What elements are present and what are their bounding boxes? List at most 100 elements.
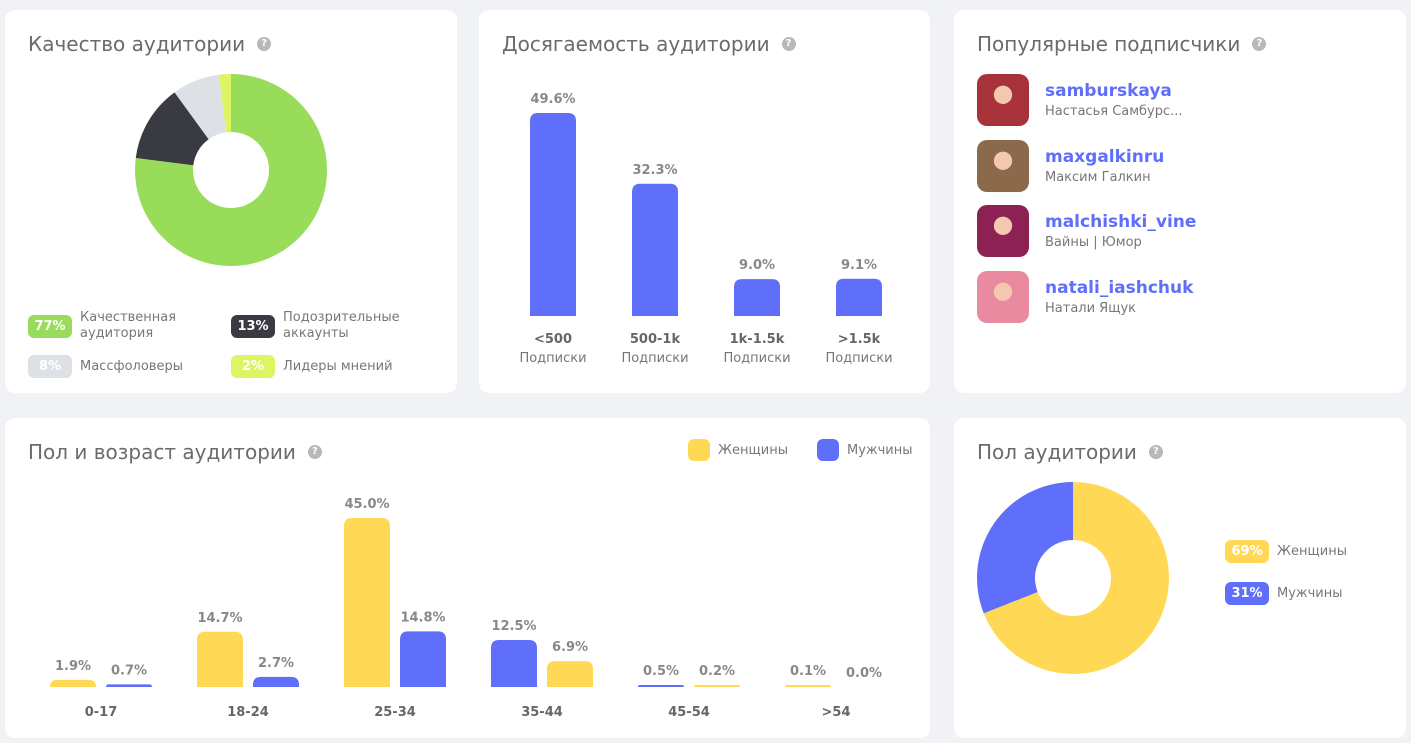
legend-male: 31% Мужчины bbox=[1225, 582, 1343, 605]
quality-slice-0[interactable] bbox=[135, 74, 327, 267]
badge: 8% bbox=[28, 355, 72, 378]
badge: 69% bbox=[1225, 540, 1269, 563]
popular-card: Популярные подписчики? samburskaya Настас… bbox=[954, 10, 1406, 393]
female-value-label: 6.9% bbox=[552, 640, 588, 655]
subscriber-item[interactable]: maxgalkinru Максим Галкин bbox=[977, 139, 1164, 192]
category-label: 1k-1.5k bbox=[730, 332, 785, 347]
gender-slice-1[interactable] bbox=[977, 482, 1073, 614]
age-category-label: 18-24 bbox=[227, 705, 269, 720]
legend-label: Женщины bbox=[718, 442, 788, 458]
gender-donut bbox=[977, 482, 1169, 674]
bar-value-label: 32.3% bbox=[632, 163, 677, 178]
reach-chart: 49.6% <500 Подписки 32.3% 500-1k Подписки 9.0%… bbox=[519, 92, 892, 366]
username-link[interactable]: natali_iashchuk bbox=[1045, 277, 1194, 298]
quality-slice-2[interactable] bbox=[174, 74, 227, 140]
badge: 31% bbox=[1225, 582, 1269, 605]
badge: 13% bbox=[231, 314, 275, 338]
female-value-label: 0.1% bbox=[790, 664, 826, 679]
help-icon[interactable]: ? bbox=[1148, 445, 1163, 459]
female-bar[interactable] bbox=[547, 661, 593, 687]
female-value-label: 1.9% bbox=[55, 659, 91, 674]
full-name: Вайны | Юмор bbox=[1045, 235, 1142, 250]
age-gender-title-text: Пол и возраст аудитории bbox=[28, 440, 296, 464]
legend-female[interactable]: Женщины bbox=[688, 439, 788, 461]
full-name: Максим Галкин bbox=[1045, 169, 1151, 185]
male-bar[interactable] bbox=[400, 631, 446, 687]
help-icon[interactable]: ? bbox=[781, 37, 796, 51]
legend-label: Подозрительные аккаунты bbox=[283, 310, 400, 342]
quality-title-text: Качество аудитории bbox=[28, 32, 246, 56]
legend-label: Лидеры мнений bbox=[283, 358, 393, 374]
username-link[interactable]: maxgalkinru bbox=[1045, 146, 1165, 167]
female-swatch bbox=[688, 439, 710, 461]
subscriber-item[interactable]: natali_iashchuk Натали Ящук bbox=[977, 270, 1193, 323]
legend-male[interactable]: Мужчины bbox=[817, 439, 913, 461]
quality-card: Качество аудитории? 77% Качественная аудит… bbox=[5, 10, 457, 393]
popular-title: Популярные подписчики? bbox=[977, 32, 1267, 56]
subscriber-item[interactable]: malchishki_vine Вайны | Юмор bbox=[977, 205, 1196, 257]
male-bar[interactable] bbox=[253, 676, 299, 687]
subscriber-item[interactable]: samburskaya Настасья Самбурс... bbox=[977, 74, 1183, 126]
l2: аудитория bbox=[80, 326, 154, 341]
reach-card: Досягаемость аудитории? 49.6% <500 Подписк… bbox=[479, 10, 930, 393]
reach-bar[interactable] bbox=[836, 278, 882, 316]
female-bar[interactable] bbox=[694, 685, 740, 687]
age-category-label: 0-17 bbox=[85, 705, 118, 720]
badge: 2% bbox=[231, 355, 275, 378]
age-category-label: 35-44 bbox=[521, 705, 563, 720]
legend-female: 69% Женщины bbox=[1225, 540, 1347, 563]
reach-title-text: Досягаемость аудитории bbox=[502, 32, 770, 56]
male-value-label: 12.5% bbox=[491, 619, 536, 634]
reach-title: Досягаемость аудитории? bbox=[502, 32, 796, 56]
help-icon[interactable]: ? bbox=[257, 37, 272, 51]
age-gender-chart: 1.9% 0.7% 0-17 14.7% 2.7% 18-24 45.0% 14.8% 25-3… bbox=[50, 497, 882, 720]
avatar[interactable] bbox=[977, 74, 1029, 126]
subscriber-text: maxgalkinru Максим Галкин bbox=[1045, 147, 1164, 185]
subscriber-text: samburskaya Настасья Самбурс... bbox=[1045, 81, 1183, 119]
legend-massfollowers: 8% Массфоловеры bbox=[28, 355, 183, 378]
category-sublabel: Подписки bbox=[723, 351, 790, 366]
category-label: >1.5k bbox=[838, 332, 881, 347]
quality-slice-3[interactable] bbox=[218, 74, 231, 133]
female-bar[interactable] bbox=[50, 679, 96, 687]
female-value-label: 0.2% bbox=[699, 664, 735, 679]
age-category-label: >54 bbox=[822, 705, 851, 720]
quality-donut bbox=[135, 74, 327, 267]
gender-slice-0[interactable] bbox=[983, 482, 1169, 674]
reach-bar[interactable] bbox=[530, 113, 576, 316]
legend-label: Массфоловеры bbox=[80, 358, 183, 374]
avatar[interactable] bbox=[977, 139, 1029, 192]
legend-label: Мужчины bbox=[847, 442, 913, 458]
username-link[interactable]: malchishki_vine bbox=[1045, 212, 1197, 232]
full-name: Натали Ящук bbox=[1045, 300, 1136, 316]
avatar[interactable] bbox=[977, 270, 1029, 323]
quality-slice-1[interactable] bbox=[135, 92, 209, 166]
reach-bar[interactable] bbox=[734, 279, 780, 316]
age-gender-card: Пол и возраст аудитории? Женщины Мужчины… bbox=[5, 418, 930, 738]
subscriber-text: natali_iashchuk Натали Ящук bbox=[1045, 278, 1193, 316]
bar-value-label: 49.6% bbox=[530, 92, 575, 107]
reach-bar[interactable] bbox=[632, 183, 678, 316]
male-bar[interactable] bbox=[638, 685, 684, 687]
help-icon[interactable]: ? bbox=[1252, 37, 1267, 51]
bar-value-label: 9.0% bbox=[739, 258, 775, 273]
legend-label: Качественная аудитория bbox=[80, 310, 176, 342]
help-icon[interactable]: ? bbox=[307, 445, 322, 459]
male-swatch bbox=[817, 439, 839, 461]
avatar[interactable] bbox=[977, 205, 1029, 257]
legend-suspicious: 13% Подозрительные аккаунты bbox=[231, 310, 400, 342]
male-bar[interactable] bbox=[491, 640, 537, 687]
male-value-label: 0.5% bbox=[643, 664, 679, 679]
username-link[interactable]: samburskaya bbox=[1045, 81, 1172, 101]
legend-influencers: 2% Лидеры мнений bbox=[231, 355, 393, 378]
category-sublabel: Подписки bbox=[825, 351, 892, 366]
female-value-label: 45.0% bbox=[344, 497, 389, 512]
male-bar[interactable] bbox=[106, 684, 152, 687]
popular-title-text: Популярные подписчики bbox=[977, 32, 1241, 56]
female-bar[interactable] bbox=[197, 631, 243, 687]
female-bar[interactable] bbox=[785, 685, 831, 687]
full-name: Настасья Самбурс... bbox=[1045, 104, 1183, 119]
l1: Качественная bbox=[80, 310, 177, 325]
female-bar[interactable] bbox=[344, 518, 390, 687]
legend-label: Мужчины bbox=[1277, 585, 1343, 601]
